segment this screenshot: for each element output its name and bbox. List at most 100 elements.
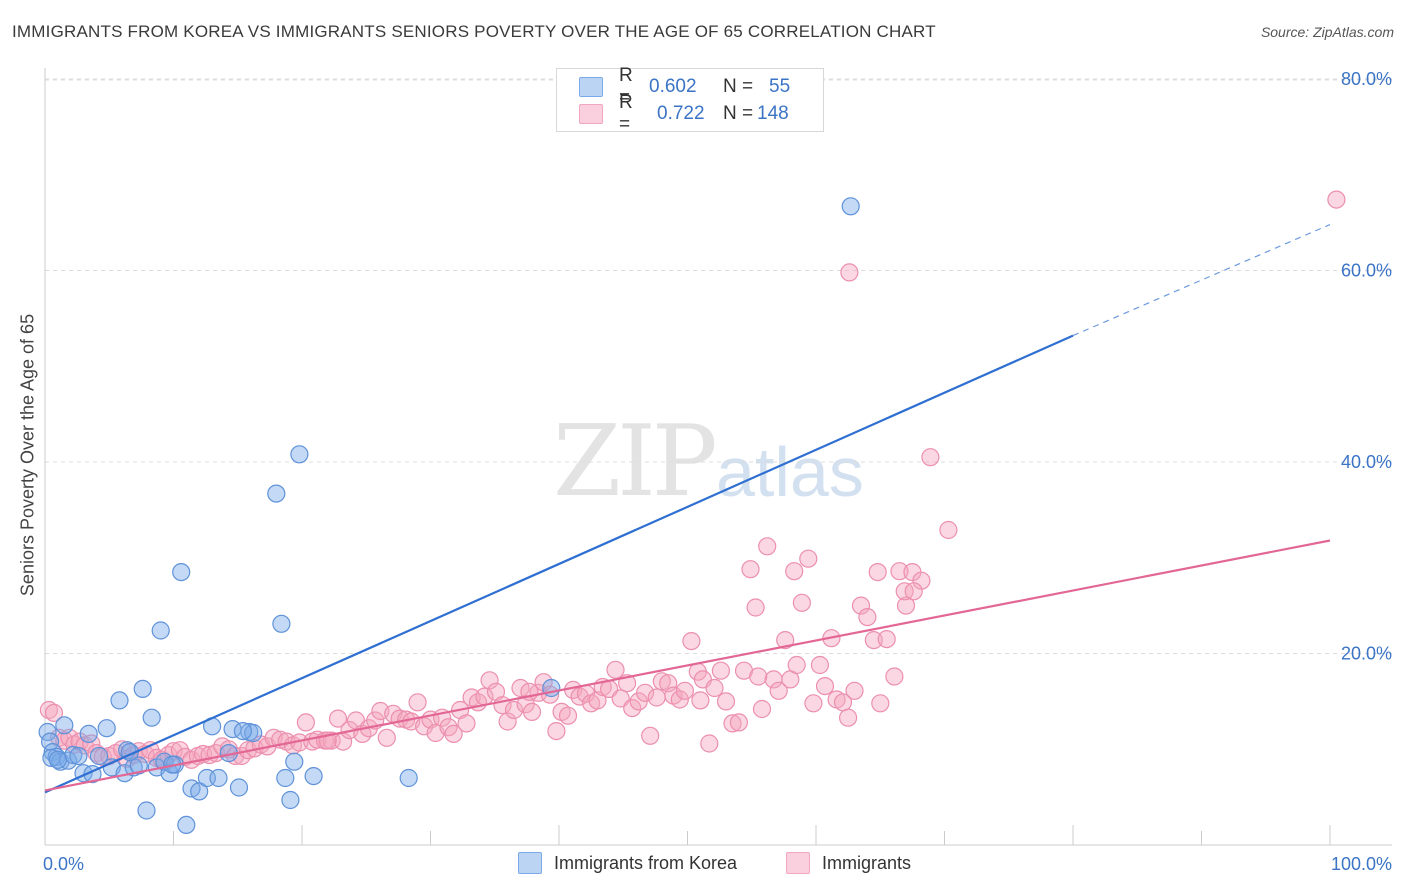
x-tick-label: 0.0% bbox=[43, 854, 84, 874]
data-point bbox=[290, 445, 309, 464]
trendline-korea bbox=[44, 334, 1074, 794]
y-tick-label: 60.0% bbox=[1341, 261, 1392, 281]
watermark-zip: ZIP bbox=[553, 405, 718, 519]
bottom-korea-swatch bbox=[518, 852, 542, 874]
data-point bbox=[498, 712, 517, 731]
data-point bbox=[758, 537, 777, 556]
korea-n-label: N = bbox=[723, 76, 754, 97]
data-point bbox=[729, 713, 749, 732]
data-point bbox=[868, 562, 887, 582]
data-point bbox=[804, 694, 823, 713]
data-point bbox=[711, 661, 731, 680]
trendlines bbox=[44, 223, 1331, 794]
data-point bbox=[871, 694, 890, 713]
stats-legend: R = 0.602 N = 55 R = 0.722 N = 148 bbox=[556, 65, 824, 135]
data-point bbox=[233, 721, 252, 741]
data-point bbox=[749, 667, 768, 686]
data-point bbox=[741, 560, 760, 579]
data-point bbox=[296, 713, 315, 732]
data-point bbox=[851, 596, 871, 615]
data-point bbox=[110, 691, 129, 710]
data-point bbox=[623, 698, 642, 718]
data-point bbox=[480, 671, 499, 690]
bottom-korea-label: Immigrants from Korea bbox=[554, 852, 738, 873]
data-point bbox=[810, 655, 830, 675]
data-point bbox=[276, 768, 295, 788]
data-point bbox=[877, 629, 896, 649]
data-point bbox=[97, 719, 116, 738]
data-point bbox=[792, 593, 812, 612]
data-point bbox=[285, 752, 304, 771]
data-point bbox=[129, 756, 148, 775]
data-point bbox=[752, 699, 772, 719]
data-point bbox=[845, 681, 864, 700]
data-point bbox=[177, 815, 196, 835]
data-point bbox=[457, 714, 476, 733]
data-point bbox=[55, 716, 74, 735]
chart-title: IMMIGRANTS FROM KOREA VS IMMIGRANTS SENI… bbox=[12, 22, 936, 41]
data-point bbox=[647, 688, 666, 707]
trendline-korea-extension bbox=[1072, 223, 1331, 337]
data-point bbox=[281, 790, 300, 810]
data-point bbox=[40, 732, 60, 751]
data-point bbox=[151, 621, 170, 640]
data-point bbox=[682, 631, 701, 651]
y-tick-label: 20.0% bbox=[1341, 644, 1392, 664]
immigrants-swatch bbox=[579, 104, 603, 124]
tick-labels: 20.0% 40.0% 60.0% 80.0% 0.0% 100.0% bbox=[43, 69, 1392, 874]
data-point bbox=[142, 708, 161, 727]
data-point bbox=[172, 562, 191, 582]
data-point bbox=[641, 726, 660, 745]
data-point bbox=[606, 660, 625, 679]
immigrants-n-value: 148 bbox=[757, 103, 789, 124]
data-point bbox=[858, 607, 877, 627]
bottom-legend-immigrants: Immigrants bbox=[786, 852, 911, 874]
data-point bbox=[691, 691, 710, 710]
data-point bbox=[700, 734, 719, 753]
data-point bbox=[776, 630, 795, 650]
data-point bbox=[785, 562, 804, 581]
data-point bbox=[42, 748, 61, 768]
bottom-immigrants-swatch bbox=[786, 852, 810, 874]
korea-r-value: 0.602 bbox=[649, 76, 697, 97]
data-point bbox=[69, 746, 88, 766]
axes bbox=[44, 68, 1392, 846]
data-point bbox=[1327, 190, 1346, 209]
data-point bbox=[799, 549, 818, 568]
data-point bbox=[588, 691, 607, 710]
data-point bbox=[209, 768, 228, 788]
data-point bbox=[723, 714, 742, 733]
data-point bbox=[504, 700, 524, 720]
immigrants-r-label: R = bbox=[619, 92, 633, 135]
data-point bbox=[408, 693, 427, 712]
data-point bbox=[921, 448, 940, 467]
data-point bbox=[377, 728, 396, 747]
data-point bbox=[48, 750, 68, 769]
x-tick-label: 100.0% bbox=[1331, 854, 1392, 874]
data-point bbox=[939, 520, 958, 540]
y-tick-label: 40.0% bbox=[1341, 452, 1392, 472]
data-point bbox=[79, 724, 98, 744]
korea-r-label: R = bbox=[619, 65, 633, 108]
series-immigrants bbox=[39, 190, 1346, 769]
data-point bbox=[787, 655, 806, 675]
data-point bbox=[137, 801, 156, 820]
data-point bbox=[885, 667, 904, 686]
data-point bbox=[522, 702, 542, 722]
korea-swatch bbox=[579, 77, 603, 97]
data-point bbox=[675, 681, 695, 700]
data-point bbox=[904, 582, 923, 601]
data-point bbox=[769, 681, 788, 700]
data-point bbox=[399, 768, 418, 788]
data-point bbox=[55, 731, 74, 750]
data-point bbox=[746, 598, 765, 617]
data-point bbox=[558, 706, 578, 725]
data-point bbox=[815, 676, 835, 696]
data-point bbox=[890, 562, 909, 581]
data-point bbox=[304, 766, 323, 786]
data-point bbox=[864, 630, 883, 650]
data-point bbox=[670, 690, 689, 709]
data-point bbox=[896, 596, 916, 615]
data-point bbox=[39, 700, 59, 720]
